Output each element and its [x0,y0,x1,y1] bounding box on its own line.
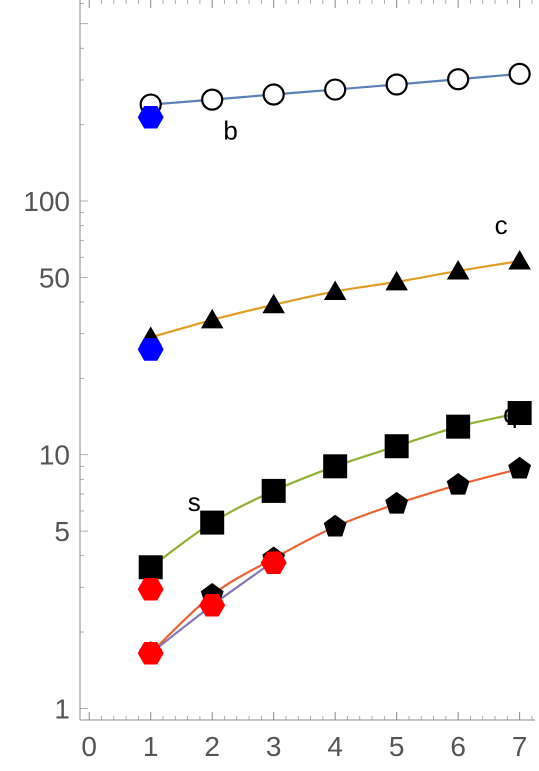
series-label-c: c [495,210,508,240]
hexagon-marker-2 [137,641,164,665]
marker-c-7 [508,250,531,270]
series-labels: b c s q [188,115,518,517]
marker-b-3 [262,83,285,106]
marker-q-5 [385,491,409,514]
marker-q-4 [323,514,347,537]
marker-c-5 [385,270,408,291]
marker-b-5 [385,73,408,96]
marker-s-1 [138,555,163,580]
series-label-s: s [188,487,201,517]
marker-c-3 [262,293,285,314]
x-tick-label: 1 [143,731,159,762]
marker-s-6 [446,414,471,439]
y-tick-label: 1 [54,693,70,724]
marker-q-6 [446,472,470,495]
hexagon-marker-1 [137,338,164,361]
hexagon-marker-4 [199,594,226,617]
hexagon-marker-0 [137,105,164,129]
marker-s-5 [384,434,409,459]
x-tick-label: 6 [450,731,466,762]
y-tick-label: 10 [39,440,70,471]
marker-c-6 [446,259,470,280]
y-tick-label: 5 [54,516,70,547]
marker-q-7 [508,456,532,479]
marker-s-4 [323,454,348,479]
hexagon-marker-5 [260,551,287,575]
marker-b-6 [447,68,470,91]
y-tick-label: 50 [39,262,70,293]
marker-b-7 [508,62,531,86]
hexagon-marker-3 [137,577,164,601]
marker-s-2 [200,510,225,535]
y-tick-label: 100 [23,186,70,217]
series-line-q [149,467,520,655]
x-tick-label: 2 [204,731,220,762]
x-tick-label: 0 [81,731,97,762]
x-tick-label: 4 [327,731,343,762]
data-markers [137,62,532,665]
marker-s-3 [261,478,286,503]
series-label-b: b [223,115,237,145]
marker-c-2 [200,308,224,329]
x-tick-label: 3 [266,731,282,762]
x-tick-label: 5 [389,731,405,762]
marker-b-2 [201,88,224,111]
marker-c-4 [323,280,347,300]
series-lines [149,72,520,655]
marker-s-7 [507,401,532,426]
marker-b-4 [324,78,347,101]
series-label-q: q [503,398,517,428]
x-tick-label: 7 [512,731,528,762]
